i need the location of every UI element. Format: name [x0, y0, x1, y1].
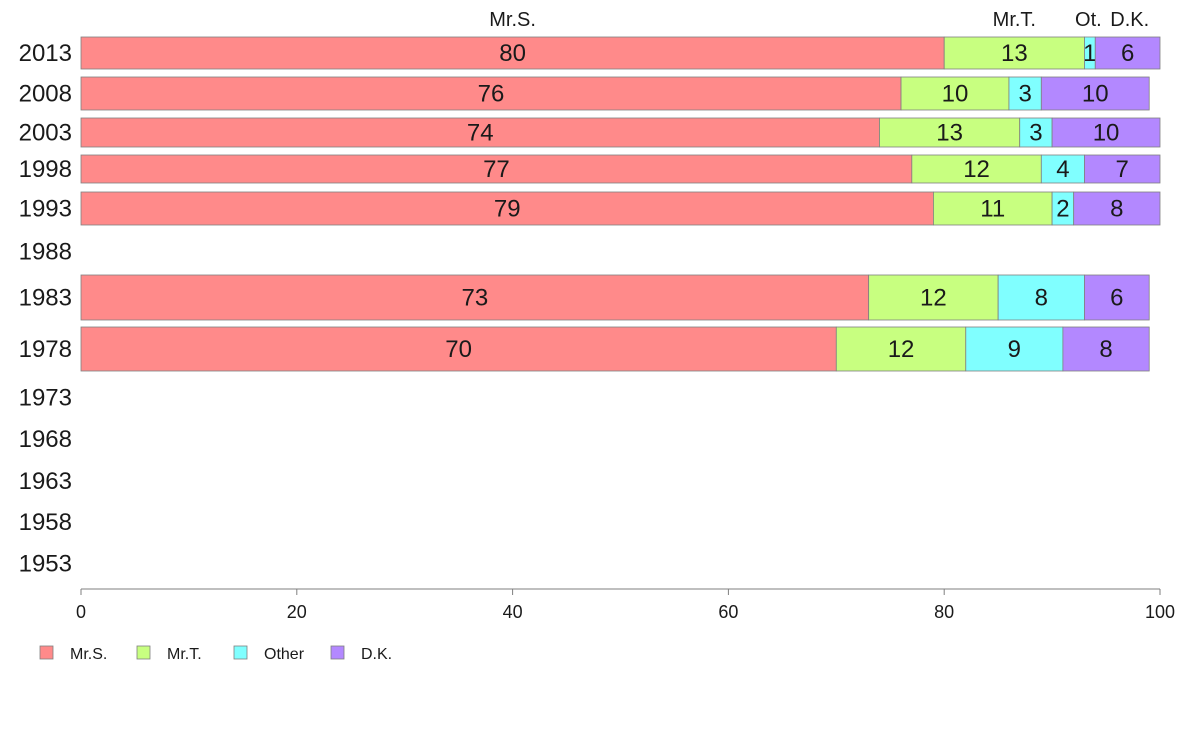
data-label: 13 [936, 120, 963, 147]
year-label: 2003 [19, 120, 72, 147]
bar-segment [1073, 191, 1161, 226]
bar-segment [943, 36, 1085, 70]
year-label: 1963 [19, 468, 72, 495]
legend-swatch [39, 645, 54, 660]
bar-segment [1084, 274, 1150, 321]
bar-segment [80, 274, 870, 321]
column-header: Mr.T. [993, 9, 1036, 31]
bar-segment [868, 274, 999, 321]
year-label: 1988 [19, 239, 72, 266]
data-label: 76 [478, 81, 505, 108]
bar-segment [80, 117, 880, 148]
bar-segment [879, 117, 1021, 148]
bar-segment [965, 326, 1064, 372]
data-label: 9 [1008, 336, 1021, 363]
data-label: 7 [1116, 156, 1129, 183]
data-label: 73 [461, 285, 488, 312]
bar-segment [911, 154, 1042, 184]
bar-segment [1040, 154, 1085, 184]
year-label: 2008 [19, 81, 72, 108]
data-label: 8 [1110, 196, 1123, 223]
legend-swatch [330, 645, 345, 660]
data-label: 11 [980, 196, 1005, 223]
legend-item: Mr.T. [136, 645, 202, 663]
column-header: D.K. [1110, 9, 1149, 31]
legend-label: D.K. [361, 646, 392, 663]
legend-label: Other [264, 646, 305, 663]
data-label: 77 [483, 156, 510, 183]
year-label: 1953 [19, 551, 72, 578]
data-label: 4 [1056, 156, 1069, 183]
x-tick-label: 100 [1145, 602, 1175, 622]
legend-item: D.K. [330, 645, 392, 663]
data-label: 13 [1001, 40, 1028, 67]
year-label: 1978 [19, 336, 72, 363]
x-tick-label: 0 [76, 602, 86, 622]
bar-segment [900, 76, 1010, 111]
legend-swatch [136, 645, 151, 660]
data-label: 6 [1121, 40, 1134, 67]
data-label: 10 [1082, 81, 1109, 108]
year-label: 1973 [19, 385, 72, 412]
legend-label: Mr.T. [167, 646, 202, 663]
data-label: 12 [963, 156, 990, 183]
legend-label: Mr.S. [70, 646, 107, 663]
data-label: 10 [942, 81, 969, 108]
year-label: 1983 [19, 285, 72, 312]
x-tick-label: 40 [503, 602, 523, 622]
year-label: 1993 [19, 196, 72, 223]
data-label: 70 [445, 336, 472, 363]
bar-segment [1084, 154, 1161, 184]
legend-item: Other [233, 645, 305, 663]
bar-segment [80, 36, 945, 70]
data-label: 8 [1099, 336, 1112, 363]
data-label: 74 [467, 120, 494, 147]
bar-segment [1008, 76, 1042, 111]
data-label: 3 [1029, 120, 1042, 147]
data-label: 1 [1083, 40, 1096, 67]
bar-segment [1040, 76, 1150, 111]
bar-segment [835, 326, 967, 372]
x-tick-label: 20 [287, 602, 307, 622]
bar-segment [1062, 326, 1150, 372]
bar-segment [80, 326, 837, 372]
data-label: 8 [1035, 285, 1048, 312]
data-label: 3 [1018, 81, 1031, 108]
data-label: 79 [494, 196, 521, 223]
data-label: 80 [499, 40, 526, 67]
data-label: 12 [920, 285, 947, 312]
data-label: 2 [1056, 196, 1069, 223]
bar-segment [1094, 36, 1161, 70]
year-label: 2013 [19, 40, 72, 67]
legend-swatch [233, 645, 248, 660]
year-label: 1968 [19, 426, 72, 453]
bar-segment [1019, 117, 1053, 148]
year-label: 1958 [19, 509, 72, 536]
x-tick-label: 80 [934, 602, 954, 622]
data-label: 6 [1110, 285, 1123, 312]
column-header: Ot. [1075, 9, 1102, 31]
data-label: 10 [1093, 120, 1120, 147]
x-tick-label: 60 [718, 602, 738, 622]
column-header: Mr.S. [489, 9, 536, 31]
data-label: 12 [888, 336, 915, 363]
legend-item: Mr.S. [39, 645, 107, 663]
bar-segment [1051, 117, 1161, 148]
year-label: 1998 [19, 156, 72, 183]
bar-segment [80, 154, 913, 184]
